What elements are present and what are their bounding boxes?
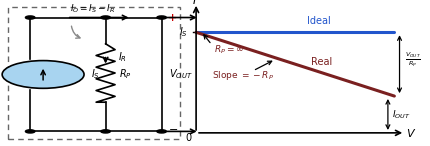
Text: $I_R$: $I_R$	[117, 50, 126, 64]
Text: I: I	[192, 0, 195, 6]
Circle shape	[25, 130, 35, 133]
Text: Slope $= -R_P$: Slope $= -R_P$	[212, 69, 273, 82]
Text: Ideal: Ideal	[307, 16, 330, 26]
Circle shape	[2, 61, 84, 88]
Text: $\frac{V_{OUT}}{R_P}$: $\frac{V_{OUT}}{R_P}$	[404, 50, 420, 69]
Text: $V_{OUT}$: $V_{OUT}$	[169, 68, 193, 81]
Text: Real: Real	[310, 57, 331, 67]
Circle shape	[157, 16, 166, 19]
Text: $I_{OUT}$: $I_{OUT}$	[391, 108, 410, 121]
Text: $R_P = \infty$: $R_P = \infty$	[213, 43, 243, 56]
Circle shape	[25, 16, 35, 19]
Circle shape	[101, 130, 110, 133]
Text: $-$: $-$	[168, 124, 178, 133]
Circle shape	[157, 130, 166, 133]
Text: $I_S$: $I_S$	[179, 25, 188, 39]
Text: $I_O = I_S - I_R$: $I_O = I_S - I_R$	[70, 2, 115, 15]
Text: +: +	[168, 13, 177, 22]
Circle shape	[101, 16, 110, 19]
Text: 0: 0	[185, 133, 191, 143]
Text: $I_S$: $I_S$	[90, 68, 99, 81]
Text: $R_P$: $R_P$	[119, 68, 132, 81]
Text: V: V	[405, 129, 412, 139]
